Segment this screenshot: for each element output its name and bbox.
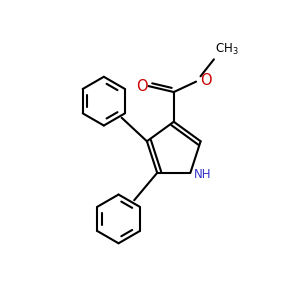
Text: CH$_3$: CH$_3$ (215, 42, 239, 57)
Text: NH: NH (194, 168, 212, 181)
Text: O: O (136, 79, 148, 94)
Text: O: O (200, 73, 211, 88)
